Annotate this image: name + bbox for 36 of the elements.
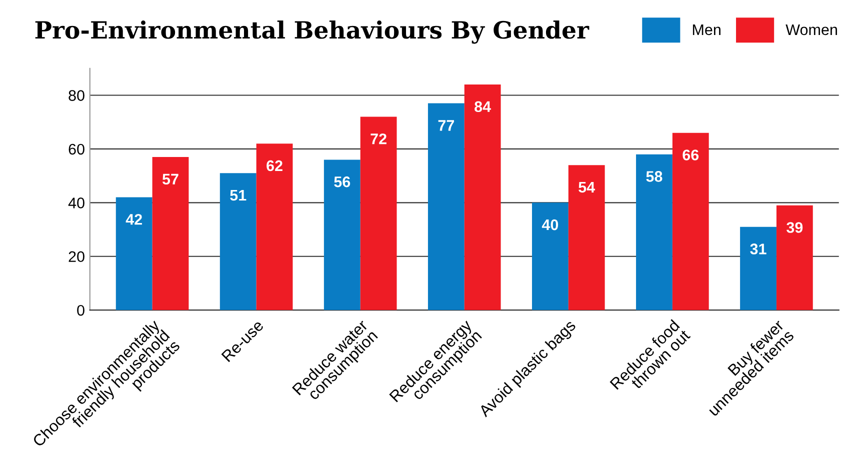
data-label: 54 [578, 182, 596, 193]
y-tick-label: 20 [68, 251, 84, 262]
data-label: 66 [682, 150, 699, 160]
data-label: 51 [230, 190, 246, 201]
data-label: 42 [126, 214, 142, 225]
data-label: 56 [334, 176, 350, 188]
y-tick-label: 60 [68, 144, 84, 155]
bar [152, 157, 189, 310]
bar [428, 103, 464, 310]
bar [672, 132, 709, 310]
bar [740, 226, 776, 310]
data-label: 39 [786, 222, 803, 233]
y-tick-label: 80 [68, 90, 84, 101]
bar [776, 205, 813, 310]
data-label: 57 [162, 174, 178, 185]
bar [532, 202, 568, 310]
bar [464, 84, 501, 310]
bar [324, 160, 360, 310]
data-label: 40 [542, 219, 558, 230]
data-label: 31 [750, 244, 766, 254]
chart-title: Pro-Environmental Behaviours By Gender [35, 20, 590, 44]
bar [220, 173, 256, 310]
data-label: 58 [646, 171, 662, 182]
data-label: 84 [474, 101, 491, 112]
bar [256, 144, 293, 310]
legend-label: Women [786, 24, 837, 36]
bar [116, 197, 152, 310]
bar [636, 154, 672, 310]
data-label: 77 [438, 120, 454, 131]
y-tick-label: 0 [77, 304, 84, 316]
bar [360, 116, 397, 310]
data-label: 62 [266, 160, 282, 172]
bar [568, 165, 605, 310]
legend-label: Men [692, 24, 720, 36]
data-label: 72 [370, 133, 386, 144]
y-tick-label: 40 [68, 198, 84, 208]
